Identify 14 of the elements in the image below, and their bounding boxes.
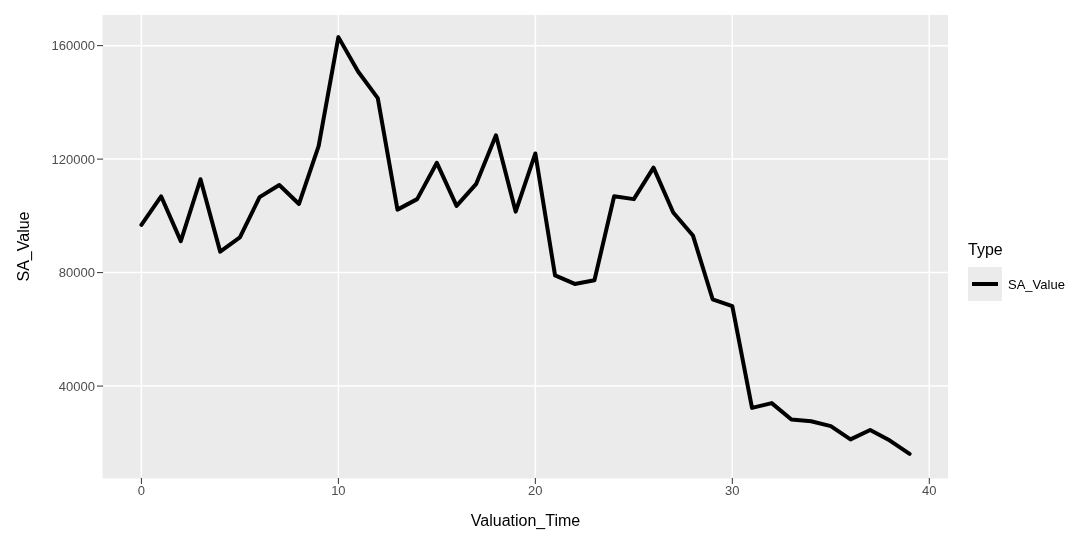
line-series: [139, 35, 912, 456]
y-tick-label: 160000: [51, 38, 95, 54]
legend-label: SA_Value: [1008, 276, 1065, 292]
x-tick-label: 30: [725, 483, 740, 499]
x-axis-title: Valuation_Time: [470, 512, 581, 530]
y-axis-title: SA_Value: [14, 211, 33, 282]
x-tick-label: 10: [331, 483, 346, 499]
legend-title: Type: [968, 241, 1004, 259]
x-tick-label: 20: [528, 483, 543, 499]
x-tick-label: 40: [922, 483, 937, 499]
y-tick-label: 80000: [58, 265, 95, 281]
y-tick-label: 120000: [51, 151, 95, 167]
x-tick-label: 0: [137, 483, 146, 499]
y-tick-label: 40000: [58, 378, 95, 394]
